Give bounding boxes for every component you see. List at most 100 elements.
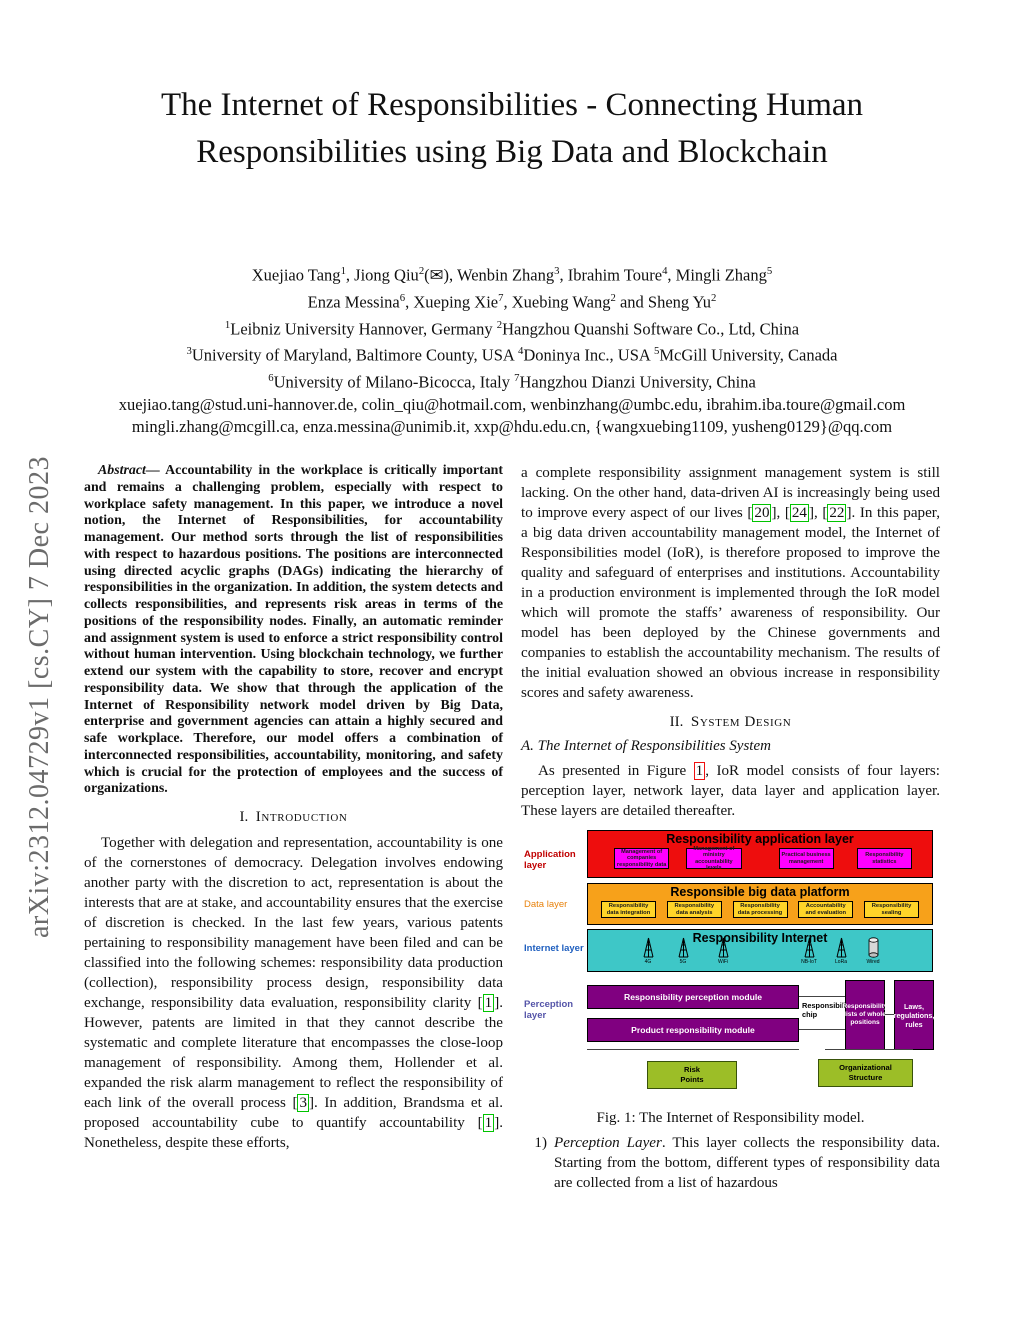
section-heading-system-design: II. System Design [521, 714, 940, 731]
connector-line [799, 996, 845, 997]
data-subbox-integration: Responsibility data integration [601, 901, 656, 918]
network-node-nbiot: NB-IoT [795, 936, 823, 965]
email-line-2: mingli.zhang@mcgill.ca, enza.messina@uni… [131, 417, 893, 437]
abstract-label: Abstract— [98, 463, 160, 478]
figure-ref-link[interactable]: 1 [693, 762, 706, 780]
connector-line [799, 1029, 845, 1030]
responsibility-lists-box: Responsibility lists of whole positions [842, 980, 888, 1050]
list-number: 1) [534, 1135, 547, 1151]
data-subbox-processing: Responsibility data processing [732, 901, 788, 918]
internet-layer-box: Responsibility Internet 4G 5G WiFi NB-Io… [587, 929, 933, 972]
application-layer-box: Responsibility application layer Managem… [587, 830, 933, 878]
antenna-icon [643, 937, 653, 958]
app-subbox-companies: Management of companies responsibility d… [614, 848, 670, 869]
affiliation-line-3: 6University of Milano-Bicocca, Italy 7Ha… [268, 372, 756, 392]
node-label: LoRa [835, 959, 847, 965]
right-column: a complete responsibility assignment man… [521, 463, 940, 1193]
application-layer-title: Responsibility application layer [666, 832, 854, 846]
network-node-5g: 5G [669, 936, 697, 965]
connector-line [825, 1049, 913, 1050]
superscript: 5 [654, 345, 660, 358]
abstract-text: Accountability in the workplace is criti… [84, 463, 503, 797]
superscript: 6 [268, 372, 274, 385]
citation-link[interactable]: 20 [752, 504, 772, 522]
superscript: 4 [662, 265, 668, 277]
superscript: 7 [498, 291, 504, 304]
superscript: 2 [711, 291, 717, 304]
citation-link[interactable]: 3 [297, 1094, 310, 1112]
connector-line [885, 1014, 894, 1015]
node-label: 5G [679, 959, 687, 965]
superscript: 5 [766, 265, 773, 277]
superscript: 7 [514, 372, 520, 385]
network-node-wired: Wired [859, 936, 887, 965]
network-node-wifi: WiFi [709, 936, 737, 965]
data-layer-box: Responsible big data platform Responsibi… [587, 883, 933, 925]
node-label: WiFi [718, 959, 728, 965]
application-layer-label: Application layer [524, 849, 576, 871]
app-subbox-practical: Practical business management [778, 848, 834, 869]
citation-link[interactable]: 22 [827, 504, 847, 522]
connector-line [587, 1049, 799, 1050]
superscript: 2 [418, 265, 425, 277]
internet-layer-label: Internet layer [524, 943, 584, 954]
superscript: 2 [610, 291, 616, 304]
affiliation-line-2: 3University of Maryland, Baltimore Count… [186, 345, 838, 365]
network-node-lora: LoRa [827, 936, 855, 965]
node-label: Wired [866, 959, 880, 965]
data-subbox-analysis: Responsibility data analysis [666, 901, 722, 918]
data-subboxes: Responsibility data integration Responsi… [588, 899, 932, 918]
arxiv-watermark: arXiv:2312.04729v1 [cs.CY] 7 Dec 2023 [24, 456, 55, 938]
author-line-1: Xuejiao Tang1, Jiong Qiu2(✉), Wenbin Zha… [251, 265, 773, 285]
figure-1-ior-model: Application layer Data layer Internet la… [521, 828, 940, 1096]
data-layer-label: Data layer [524, 899, 568, 910]
section-title: Introduction [255, 809, 348, 825]
paper-title: The Internet of Responsibilities - Conne… [160, 87, 864, 170]
section-number: II. [669, 714, 684, 730]
product-responsibility-module-box: Product responsibility module [587, 1018, 799, 1042]
left-column: Abstract— Accountability in the workplac… [84, 463, 503, 1153]
superscript: 6 [399, 291, 406, 304]
citation-link[interactable]: 24 [789, 504, 809, 522]
affiliation-line-1: 1Leibniz University Hannover, Germany 2H… [224, 318, 800, 339]
data-layer-title: Responsible big data platform [670, 885, 850, 899]
antenna-icon [678, 937, 688, 958]
laws-regulations-box: Laws, regulations, rules [894, 980, 934, 1050]
superscript: 2 [496, 318, 503, 331]
section-heading-introduction: I. Introduction [84, 809, 503, 826]
superscript: 3 [186, 345, 192, 358]
subsection-a-heading: A. The Internet of Responsibilities Syst… [521, 738, 771, 754]
data-subbox-evaluation: Accountability and evaluation [798, 901, 854, 918]
antenna-icon [836, 937, 846, 958]
citation-link[interactable]: 1 [482, 994, 495, 1012]
section-title: System Design [690, 714, 792, 730]
perception-layer-list-item: 1) Perception Layer. This layer collects… [521, 1133, 940, 1193]
author-line-2: Enza Messina6, Xueping Xie7, Xuebing Wan… [307, 291, 717, 312]
citation-link[interactable]: 1 [482, 1114, 495, 1132]
section-number: I. [239, 809, 249, 825]
node-label: 4G [644, 959, 652, 965]
figure-intro-paragraph: As presented in Figure 1, IoR model cons… [521, 762, 940, 819]
abstract-paragraph: Abstract— Accountability in the workplac… [84, 463, 503, 798]
intro-paragraph: Together with delegation and representat… [84, 835, 503, 1151]
risk-points-box: Risk Points [647, 1061, 737, 1089]
app-subbox-statistics: Responsibility statistics [856, 848, 912, 869]
data-subbox-sealing: Responsibility sealing [864, 901, 919, 918]
italic-term: Perception Layer [554, 1135, 662, 1151]
internet-layer-title: Responsibility Internet [692, 931, 828, 945]
figure-1-caption: Fig. 1: The Internet of Responsibility m… [596, 1110, 865, 1126]
superscript: 4 [518, 345, 524, 358]
list-text: Perception Layer. This layer collects th… [554, 1135, 940, 1191]
application-subboxes: Management of companies responsibility d… [588, 846, 932, 871]
email-line-1: xuejiao.tang@stud.uni-hannover.de, colin… [118, 394, 906, 414]
antenna-icon [804, 937, 814, 958]
server-cylinder-icon [868, 937, 878, 958]
perception-layer-label: Perception layer [524, 999, 574, 1021]
node-label: NB-IoT [801, 959, 817, 965]
app-subbox-ministry: Management of ministry accountability le… [686, 846, 742, 871]
superscript: 3 [554, 265, 560, 277]
organizational-structure-box: Organizational Structure [818, 1059, 913, 1087]
responsibility-perception-module-box: Responsibility perception module [587, 985, 799, 1009]
superscript: 1 [340, 265, 346, 277]
